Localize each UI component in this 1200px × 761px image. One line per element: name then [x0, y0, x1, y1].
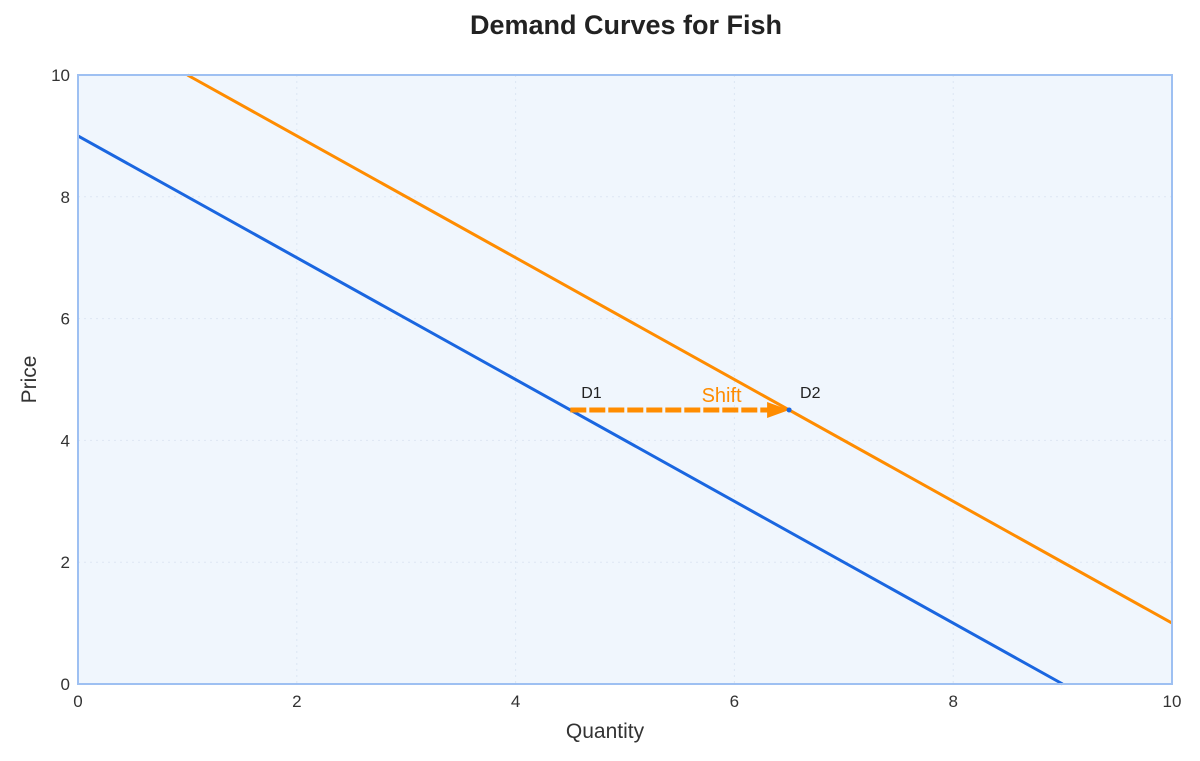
arrow-head-icon — [767, 401, 790, 418]
y-tick-label: 2 — [61, 553, 70, 572]
x-tick-label: 6 — [730, 692, 739, 711]
x-axis-ticks: 0 2 4 6 8 10 — [73, 692, 1181, 711]
x-tick-label: 4 — [511, 692, 520, 711]
y-axis-ticks: 0 2 4 6 8 10 — [51, 66, 70, 694]
y-tick-label: 6 — [61, 310, 70, 329]
y-tick-label: 0 — [61, 675, 70, 694]
annotation-shift: Shift — [702, 385, 742, 407]
y-tick-label: 8 — [61, 188, 70, 207]
y-tick-label: 10 — [51, 66, 70, 85]
y-axis-label: Price — [18, 356, 41, 404]
plot-frame — [77, 74, 1173, 685]
x-tick-label: 8 — [948, 692, 957, 711]
annotation-d1: D1 — [581, 385, 602, 402]
x-tick-label: 10 — [1163, 692, 1182, 711]
y-tick-label: 4 — [61, 431, 70, 450]
x-tick-label: 0 — [73, 692, 82, 711]
chart-title: Demand Curves for Fish — [469, 10, 783, 40]
annotations: D1 D2 Shift — [570, 385, 821, 418]
x-tick-label: 2 — [292, 692, 301, 711]
plot-area — [78, 75, 1172, 684]
x-axis-label: Quantity — [566, 720, 645, 743]
annotation-d2: D2 — [800, 385, 821, 402]
demand-curve-d2 — [186, 73, 1173, 625]
intersection-point — [786, 407, 792, 413]
